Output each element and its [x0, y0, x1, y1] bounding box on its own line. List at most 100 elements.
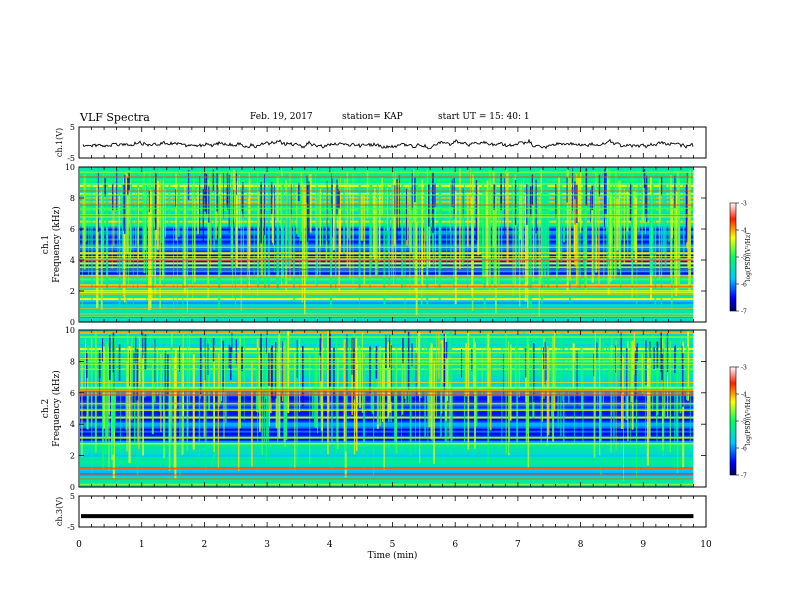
ch1-spectrogram-dark-streak: [500, 183, 502, 211]
ch1-spectrogram-streak: [280, 182, 282, 230]
ch1-spectrogram-streak: [658, 198, 660, 280]
ch1-spectrogram-line: [80, 286, 694, 288]
ch2-spectrogram-dark-streak: [471, 348, 473, 371]
ch2-spectrogram-band: [80, 422, 694, 426]
ch2-spectrogram-band: [80, 414, 694, 418]
ch1-spectrogram-line: [80, 216, 694, 218]
ch2-spectrogram-line: [80, 358, 694, 360]
ch1-spectrogram-band: [80, 288, 694, 291]
ch1-colorbar-tick-label: -3: [741, 201, 747, 208]
ch1-spectrogram-band: [80, 284, 694, 287]
ch1-spectrogram-streak: [532, 178, 535, 282]
ch2-spectrogram-streak: [441, 339, 444, 383]
ch1-spectrogram-streak: [635, 197, 637, 263]
ch1-spectrogram-streak: [577, 195, 579, 290]
ch1-spectrogram-ylabel-frequency: Frequency (kHz): [51, 206, 62, 283]
ch2-spectrogram-streak: [608, 347, 610, 390]
ch2-spectrogram-band: [80, 450, 694, 454]
ch2-spectrogram-streak: [218, 351, 220, 408]
ch1-spectrogram-streak: [287, 186, 290, 266]
ch2-spectrogram-streak: [416, 337, 418, 383]
x-tick-label: 8: [578, 540, 584, 550]
ch1-spectrogram-streak: [193, 178, 195, 283]
ch2-spectrogram-streak: [355, 352, 358, 452]
ch2-spectrogram-band: [80, 418, 694, 422]
ch1-spectrogram-band: [80, 320, 694, 323]
ch1-spectrogram-streak: [435, 183, 437, 286]
ch1-spectrogram-dark-streak: [148, 190, 150, 213]
ch2-spectrogram-dark-streak: [164, 351, 166, 411]
ch1-spectrogram-streak: [334, 189, 337, 298]
ch2-colorbar-tick-label: -7: [741, 473, 747, 480]
ch2-spectrogram-streak: [379, 346, 381, 426]
ch1-spectrogram-dark-streak: [155, 171, 157, 204]
ch1-spectrogram-streak: [495, 196, 497, 314]
ch2-spectrogram-band: [80, 446, 694, 450]
ch1-spectrogram-line: [80, 204, 694, 206]
ch1-spectrogram-streak: [418, 188, 420, 276]
ch1-spectrogram-line: [80, 190, 694, 192]
ch1-spectrogram-dark-streak: [411, 170, 413, 210]
ch1-spectrogram-streak: [322, 192, 324, 247]
ch1-spectrogram-streak: [393, 198, 395, 289]
ch2-spectrogram-band: [80, 456, 694, 460]
ch1-spectrogram-streak: [111, 191, 113, 269]
ch1-spectrogram-band: [80, 308, 694, 311]
ch1-spectrogram-dark-streak: [529, 186, 532, 217]
ch2-spectrogram-streak: [487, 359, 489, 464]
ch1-spectrogram-streak: [611, 196, 613, 266]
ch1-spectrogram-streak: [339, 193, 342, 253]
ch1-spectrogram-streak: [81, 196, 83, 307]
ch1-spectrogram-streak: [192, 183, 194, 299]
ch1-spectrogram-dark-streak: [154, 188, 156, 223]
ch1-spectrogram-dark-streak: [298, 183, 300, 201]
ch2-spectrogram-band: [80, 484, 694, 488]
ch1-spectrogram-streak: [248, 172, 250, 290]
ch1-spectrogram-line: [80, 274, 694, 277]
ch2-spectrogram-streak: [263, 345, 266, 466]
ch1-spectrogram-dark-streak: [394, 185, 396, 216]
ch1-spectrogram-dark-streak: [555, 184, 557, 218]
ch2-spectrogram-streak: [501, 340, 503, 446]
ch2-spectrogram-line: [80, 391, 694, 393]
ch2-spectrogram-dark-streak: [593, 353, 595, 377]
ch1-spectrogram-line: [80, 315, 694, 318]
ch1-colorbar-tick-label: -4: [741, 228, 747, 235]
ch2-spectrogram-dark-streak: [576, 350, 578, 407]
ch1-spectrogram-band: [80, 254, 694, 258]
ch2-spectrogram-streak: [136, 359, 139, 476]
ch2-spectrogram-line: [80, 362, 694, 364]
ch1-spectrogram-line: [80, 207, 694, 209]
ch1-spectrogram-streak: [317, 195, 319, 275]
ch2-spectrogram-streak: [389, 343, 392, 413]
ch2-spectrogram-streak: [433, 361, 435, 464]
ch2-spectrogram-band: [80, 432, 694, 436]
ch2-spectrogram-dark-streak: [144, 334, 147, 370]
ch1-spectrogram-streak: [671, 190, 673, 303]
ch2-spectrogram-streak: [435, 333, 437, 419]
ch1-spectrogram-streak: [160, 180, 163, 244]
ch2-spectrogram-streak: [362, 357, 365, 468]
ch2-spectrogram-dark-streak: [235, 339, 237, 365]
ch2-spectrogram-band: [80, 458, 694, 462]
ch2-spectrogram-line: [80, 336, 694, 338]
ch2-spectrogram-streak: [283, 347, 285, 449]
ch1-spectrogram-dark-streak: [574, 181, 576, 225]
ch1-spectrogram-streak: [84, 181, 87, 242]
ch1-spectrogram-streak: [649, 194, 652, 277]
ch1-spectrogram-streak: [183, 198, 185, 292]
ch2-spectrogram-y-tick-label: 8: [70, 357, 75, 366]
ch1-spectrogram-dark-streak: [187, 169, 190, 201]
ch2-spectrogram-band: [80, 342, 694, 345]
ch2-spectrogram-streak: [259, 354, 261, 432]
ch2-spectrogram-streak: [186, 356, 189, 437]
ch2-spectrogram-streak: [353, 354, 356, 455]
ch2-spectrogram-band: [80, 434, 694, 438]
ch2-spectrogram-band: [80, 448, 694, 452]
ch1-spectrogram-line: [80, 214, 694, 216]
ch1-spectrogram-dark-streak: [242, 182, 244, 218]
ch1-spectrogram-streak: [688, 169, 691, 293]
ch1-spectrogram-band: [80, 264, 694, 267]
ch2-spectrogram-dark-streak: [674, 346, 676, 374]
ch1-spectrogram-dark-streak: [643, 169, 646, 189]
